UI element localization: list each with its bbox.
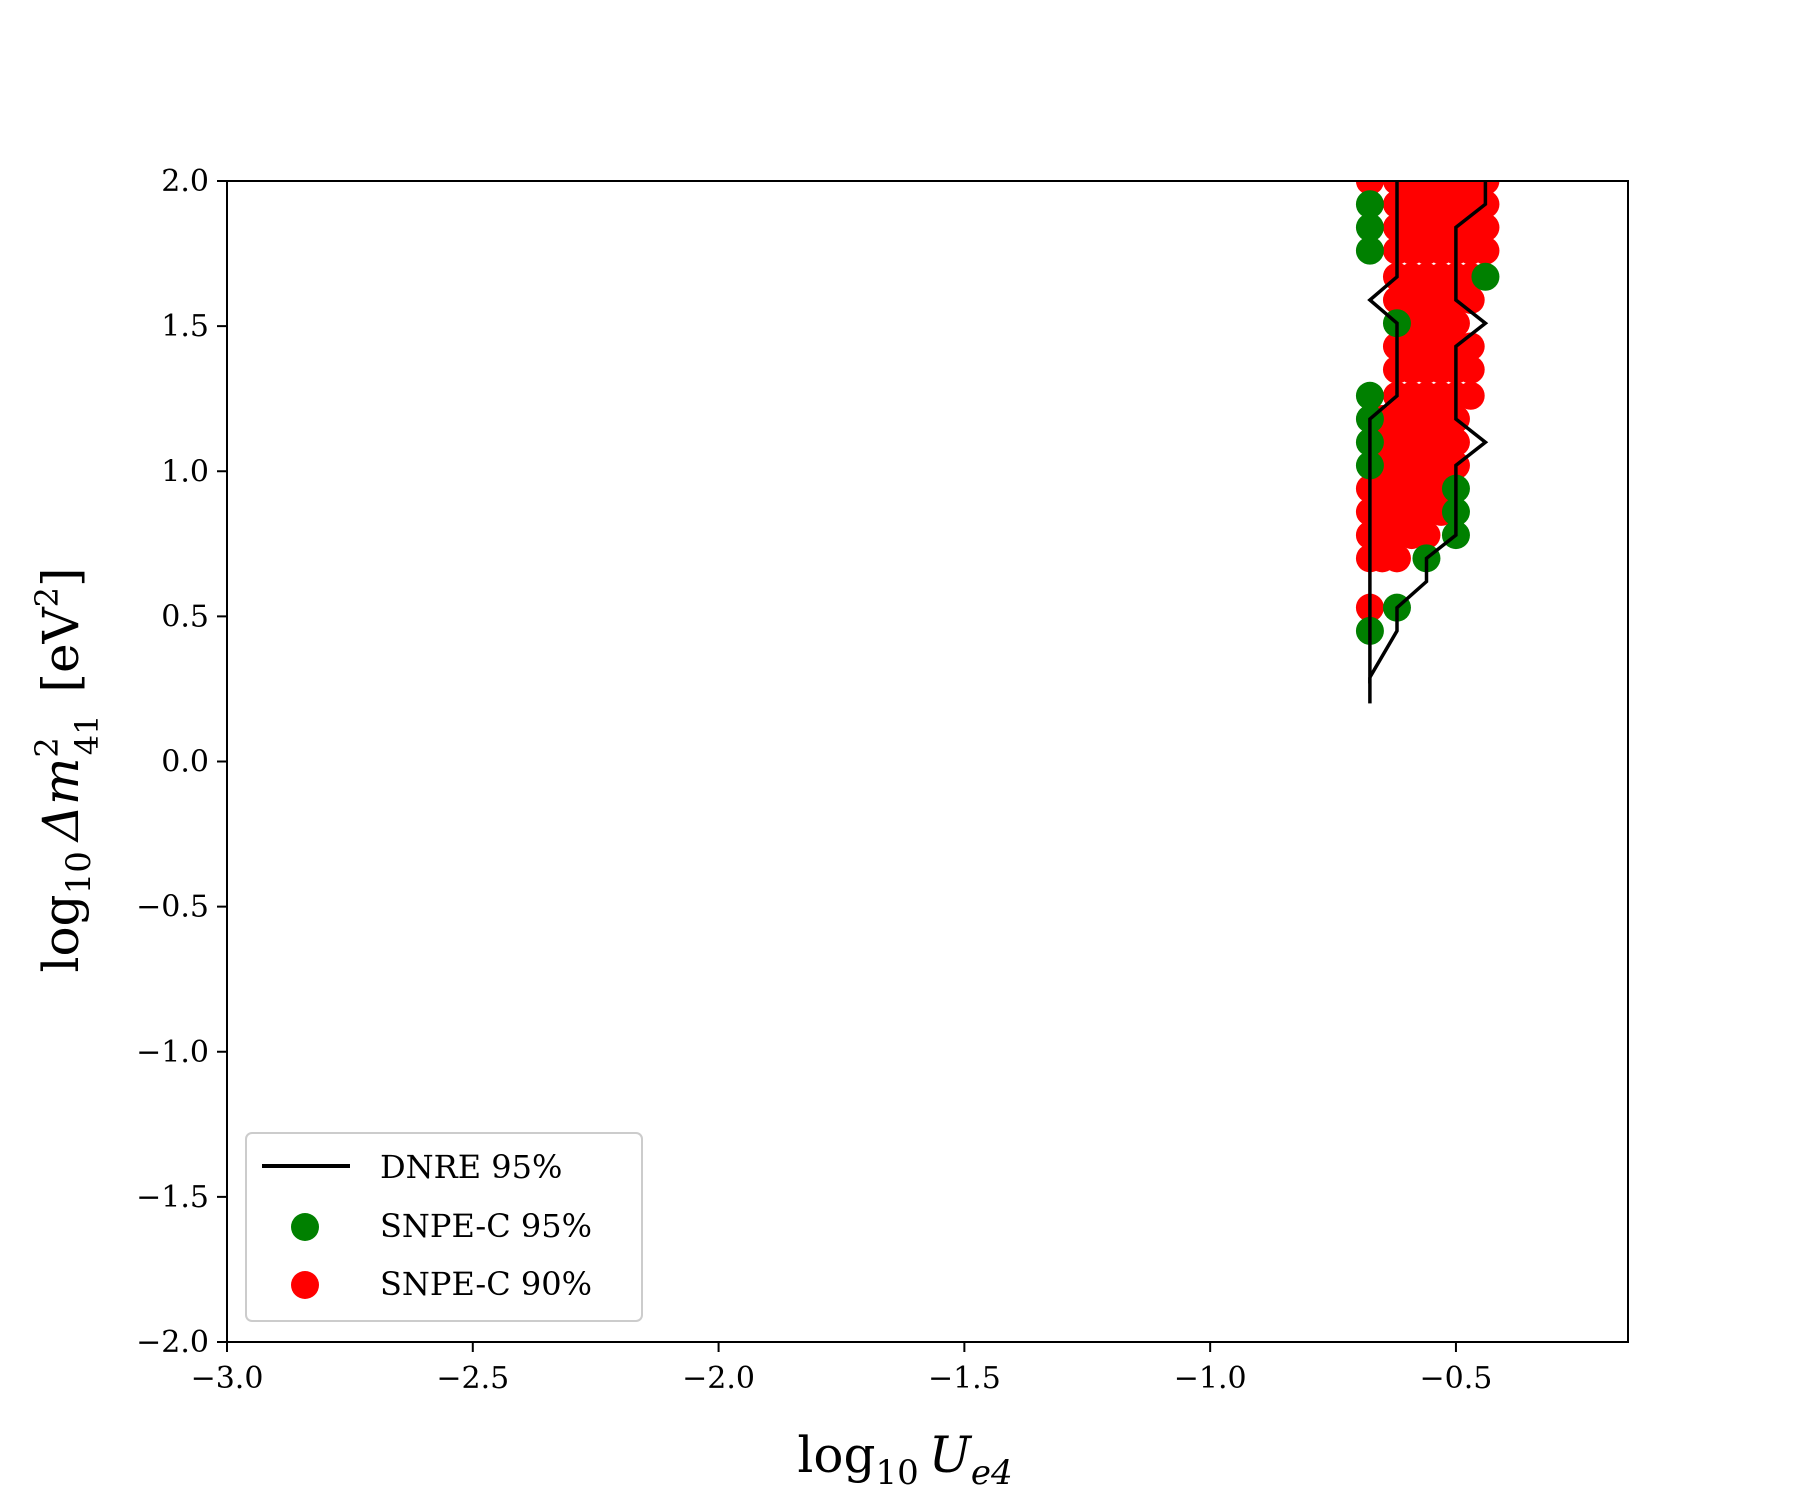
y-axis-title-symbol: Δm: [32, 758, 90, 844]
snpe-90-markers: [1355, 181, 1500, 622]
snpe-95-point: [1355, 236, 1384, 265]
snpe-90-point: [1412, 521, 1441, 550]
snpe-95-point: [1355, 381, 1384, 410]
y-axis-title-log-sub: 10: [59, 851, 99, 894]
snpe-95-point: [1355, 190, 1384, 219]
y-tick-label: −0.5: [136, 890, 209, 925]
y-tick-label: −2.0: [136, 1325, 209, 1360]
snpe-90-point: [1441, 309, 1470, 338]
y-tick-label: −1.5: [136, 1180, 209, 1215]
x-tick-label: −2.0: [682, 1361, 755, 1396]
snpe-90-point: [1456, 381, 1485, 410]
x-tick-label: −2.5: [436, 1361, 509, 1396]
x-axis-title-log: log: [797, 1426, 875, 1484]
x-tick-label: −1.5: [928, 1361, 1001, 1396]
x-axis-ticks: −3.0 −2.5 −2.0 −1.5 −1.0 −0.5: [191, 1342, 1493, 1396]
y-axis-title-unit: [eV: [32, 606, 90, 692]
legend-label-dnre: DNRE 95%: [380, 1148, 562, 1186]
y-axis-title-unit-sup: 2: [28, 587, 66, 607]
dnre-95-contour: [1367, 181, 1489, 704]
x-axis-title-log-sub: 10: [875, 1453, 918, 1493]
legend-marker-red: [291, 1271, 319, 1299]
snpe-90-point: [1471, 236, 1500, 265]
legend: DNRE 95% SNPE-C 95% SNPE-C 90%: [245, 1132, 643, 1322]
legend-label-snpe-95: SNPE-C 95%: [380, 1207, 592, 1245]
y-axis-title-symbol-sup: 2: [28, 737, 66, 757]
y-tick-label: 1.5: [161, 309, 209, 344]
x-tick-label: −3.0: [191, 1361, 264, 1396]
snpe-95-point: [1355, 213, 1384, 242]
y-axis-ticks: −2.0 −1.5 −1.0 −0.5 0.0 0.5 1.0 1.5 2.0: [136, 164, 227, 1360]
legend-marker-green: [291, 1213, 319, 1241]
snpe-95-point: [1471, 262, 1500, 291]
x-axis-title: log10 Ue4: [797, 1426, 1012, 1493]
y-tick-label: 2.0: [161, 164, 209, 199]
y-tick-label: −1.0: [136, 1035, 209, 1070]
x-tick-label: −1.0: [1174, 1361, 1247, 1396]
snpe-90-point: [1441, 428, 1470, 457]
snpe-90-point: [1471, 213, 1500, 242]
y-axis-title-log: log: [32, 894, 90, 972]
snpe-90-point: [1382, 544, 1411, 573]
y-tick-label: 1.0: [161, 454, 209, 489]
legend-label-snpe-90: SNPE-C 90%: [380, 1265, 592, 1303]
y-tick-label: 0.5: [161, 599, 209, 634]
y-axis-title-unit-close: ]: [32, 567, 90, 587]
snpe-90-point: [1355, 181, 1384, 195]
y-tick-label: 0.0: [161, 745, 209, 780]
x-tick-label: −0.5: [1420, 1361, 1493, 1396]
y-axis-title: log10Δm241[eV2]: [28, 567, 106, 972]
legend-box: [245, 1132, 643, 1322]
x-axis-title-symbol: U: [929, 1426, 973, 1484]
x-axis-title-symbol-sub: e4: [971, 1453, 1013, 1493]
dnre-contour-line: [1367, 181, 1489, 684]
y-axis-title-symbol-sub: 41: [68, 715, 106, 756]
snpe-90-point: [1456, 355, 1485, 384]
